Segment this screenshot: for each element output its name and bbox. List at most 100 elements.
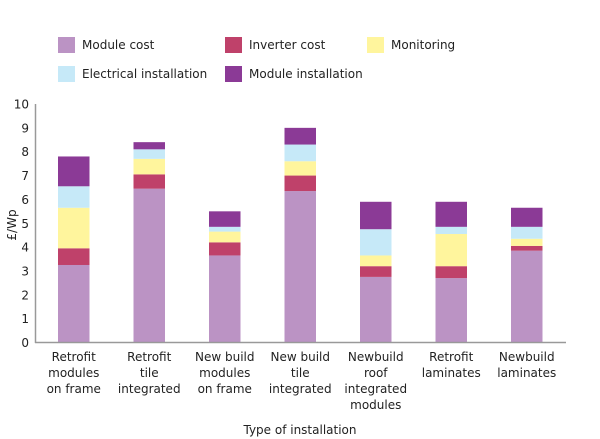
bar-stack (58, 156, 90, 343)
x-tick-label-line: Retrofit (52, 350, 96, 364)
bar-segment-monitoring (133, 158, 165, 175)
bar-segment-inverter-cost (511, 245, 543, 251)
chart-legend: Module cost Inverter cost Monitoring Ele… (0, 0, 600, 95)
y-tick-label: 10 (14, 98, 29, 112)
x-tick-label-line: tile (140, 366, 159, 380)
bar-segment-monitoring (435, 233, 467, 267)
bar-segment-inverter-cost (284, 175, 316, 192)
x-tick-label: New build tile integrated (269, 350, 332, 396)
legend-swatch-monitoring (367, 37, 384, 53)
legend-item-module-cost: Module cost (58, 37, 154, 53)
x-tick-label: Newbuild roof integrated modules (344, 350, 407, 412)
bar-segment-monitoring (511, 238, 543, 246)
y-tick-label: 6 (21, 193, 29, 207)
x-tick-label: Newbuild laminates (497, 350, 556, 380)
x-tick-label-line: New build (195, 350, 255, 364)
x-tick-label: Retrofit laminates (422, 350, 481, 380)
legend-label: Inverter cost (249, 38, 326, 52)
bar-stack (209, 211, 241, 343)
bar-segment-inverter-cost (360, 266, 392, 277)
x-tick-label-line: tile (291, 366, 310, 380)
y-tick-label: 3 (21, 264, 29, 278)
x-axis-labels: Retrofit modules on frame Retrofit tile integ… (47, 350, 557, 412)
bar-segment-monitoring (360, 255, 392, 267)
bar-segment-electrical-installation (435, 226, 467, 234)
bar-segment-module-cost (360, 276, 392, 343)
legend-label: Module installation (249, 67, 363, 81)
bars-group (58, 127, 543, 343)
x-tick-label-line: integrated (269, 382, 332, 396)
bar-segment-module-cost (511, 250, 543, 343)
legend-item-monitoring: Monitoring (367, 37, 455, 53)
legend-label: Module cost (82, 38, 155, 52)
x-tick-label-line: integrated (344, 382, 407, 396)
bar-stack (284, 127, 316, 343)
x-tick-label-line: roof (364, 366, 388, 380)
x-tick-label-line: Newbuild (499, 350, 555, 364)
bar-segment-electrical-installation (284, 144, 316, 162)
legend-swatch-module-cost (58, 37, 75, 53)
x-tick-label-line: integrated (118, 382, 181, 396)
bar-segment-electrical-installation (133, 149, 165, 159)
bar-segment-module-installation (133, 142, 165, 150)
bar-segment-inverter-cost (435, 266, 467, 279)
bar-segment-electrical-installation (360, 229, 392, 256)
x-tick-label-line: modules (199, 366, 250, 380)
x-tick-label: Retrofit modules on frame (47, 350, 101, 396)
x-tick-label-line: Retrofit (429, 350, 473, 364)
x-tick-label-line: New build (271, 350, 331, 364)
bar-segment-module-cost (209, 255, 241, 343)
y-tick-label: 7 (21, 169, 29, 183)
legend-label: Monitoring (391, 38, 456, 52)
y-axis-ticks: 0 1 2 3 4 5 6 7 8 9 10 (14, 98, 29, 351)
y-tick-label: 5 (21, 217, 29, 231)
bar-stack (133, 142, 165, 343)
bar-segment-electrical-installation (58, 186, 90, 208)
x-tick-label-line: laminates (497, 366, 556, 380)
bar-stack (360, 201, 392, 343)
bar-segment-module-installation (209, 211, 241, 227)
x-tick-label: Retrofit tile integrated (118, 350, 181, 396)
bar-segment-module-installation (435, 201, 467, 227)
y-tick-label: 2 (21, 288, 29, 302)
x-axis-title: Type of installation (242, 423, 356, 437)
bar-segment-module-cost (133, 188, 165, 343)
bar-segment-inverter-cost (133, 174, 165, 189)
y-tick-label: 8 (21, 145, 29, 159)
bar-segment-module-installation (360, 201, 392, 230)
bar-segment-module-installation (511, 207, 543, 227)
bar-segment-electrical-installation (209, 226, 241, 232)
legend-item-electrical-installation: Electrical installation (58, 66, 207, 82)
y-tick-label: 1 (21, 312, 29, 326)
y-tick-label: 4 (21, 241, 29, 255)
legend-item-inverter-cost: Inverter cost (225, 37, 325, 53)
y-axis-title: £/Wp (5, 209, 19, 240)
bar-stack (511, 207, 543, 343)
legend-swatch-inverter-cost (225, 37, 242, 53)
y-tick-label: 9 (21, 121, 29, 135)
bar-segment-module-cost (435, 278, 467, 343)
bar-segment-electrical-installation (511, 226, 543, 239)
legend-label: Electrical installation (82, 67, 208, 81)
x-tick-label-line: modules (350, 398, 401, 412)
bar-segment-module-installation (284, 127, 316, 145)
x-tick-label: New build modules on frame (195, 350, 255, 396)
x-tick-label-line: Newbuild (348, 350, 404, 364)
bar-segment-inverter-cost (58, 248, 90, 265)
legend-item-module-installation: Module installation (225, 66, 363, 82)
bar-segment-inverter-cost (209, 242, 241, 256)
y-tick-label: 0 (21, 336, 29, 350)
legend-swatch-electrical-installation (58, 66, 75, 82)
bar-segment-monitoring (58, 207, 90, 249)
legend-swatch-module-installation (225, 66, 242, 82)
bar-stack (435, 201, 467, 343)
bar-segment-module-cost (284, 191, 316, 343)
x-tick-label-line: Retrofit (127, 350, 171, 364)
bar-segment-monitoring (284, 161, 316, 176)
x-tick-label-line: on frame (198, 382, 252, 396)
bar-segment-module-cost (58, 264, 90, 343)
bar-segment-monitoring (209, 231, 241, 243)
x-tick-label-line: laminates (422, 366, 481, 380)
bar-segment-module-installation (58, 156, 90, 187)
